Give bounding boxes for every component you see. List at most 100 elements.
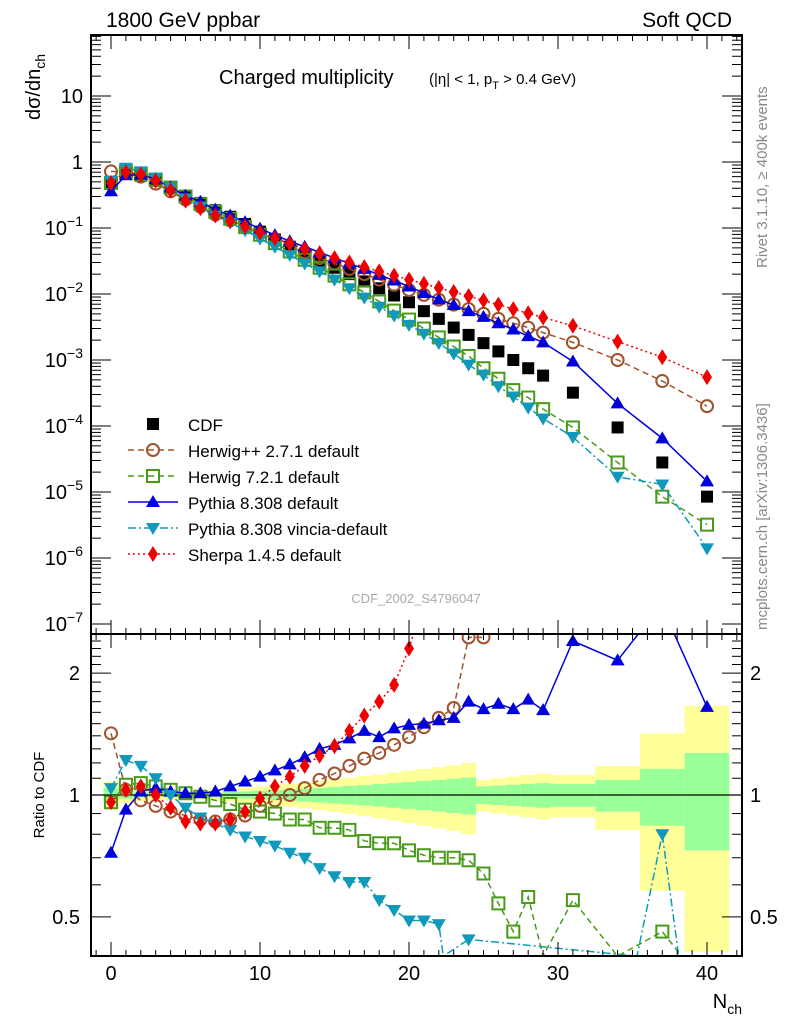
ratio-point (225, 811, 236, 828)
ratio-point (431, 850, 446, 865)
x-tick-label: 40 (696, 963, 718, 985)
data-point (567, 317, 578, 334)
data-point (165, 182, 176, 199)
ratio-point (402, 717, 416, 730)
ratio-point (476, 702, 491, 715)
ratio-point (491, 696, 506, 709)
data-point (433, 279, 444, 296)
data-point (536, 335, 551, 348)
ratio-point (416, 848, 431, 863)
ratio-point (104, 783, 118, 796)
ratio-point (416, 716, 431, 729)
data-point (448, 284, 459, 301)
data-point (507, 354, 520, 366)
data-point (297, 258, 312, 271)
data-point (431, 338, 446, 351)
data-point (416, 286, 431, 299)
ratio-point (506, 702, 521, 715)
band-inner (461, 777, 477, 815)
data-point (477, 337, 490, 350)
axes-group: 0 10 20 30 40 10 1 10−1 10−2 10−3 10−4 10−5 10−6 10−7… (45, 34, 778, 985)
ratio-point (267, 763, 282, 776)
ratio-point (269, 778, 280, 795)
legend-label: Pythia 8.308 vincia-default (188, 520, 388, 539)
ratio-point (104, 845, 118, 858)
data-point (462, 328, 475, 341)
data-point (700, 543, 714, 556)
ratio-point (342, 876, 357, 889)
data-point (314, 245, 325, 262)
ratio-point (461, 853, 476, 868)
ratio-point (104, 726, 118, 741)
data-point (404, 271, 414, 288)
ratio-point (208, 784, 223, 797)
ratio-point (282, 812, 297, 827)
legend-item: Sherpa 1.4.5 default (128, 546, 341, 565)
data-point (402, 319, 416, 332)
data-point (611, 421, 624, 434)
data-point (431, 292, 446, 305)
ratio-point (297, 812, 312, 827)
ratio-point (329, 738, 340, 755)
data-point (180, 192, 191, 209)
ratio-uncertainty-bands (91, 705, 742, 952)
data-point (491, 316, 506, 329)
ratio-point (431, 713, 446, 726)
ratio-line (110, 634, 415, 825)
ratio-point (238, 831, 253, 844)
data-point (106, 175, 116, 192)
data-point (359, 259, 370, 276)
ratio-point (299, 757, 310, 774)
ratio-point (314, 747, 325, 764)
legend-marker (146, 495, 160, 507)
ratio-point (402, 843, 416, 858)
data-point (612, 333, 623, 350)
y-tick-label: 1 (72, 152, 83, 174)
data-point (492, 345, 505, 358)
data-point (387, 310, 402, 323)
ratio-point (374, 693, 385, 710)
ratio-point (297, 750, 312, 763)
ratio-point (253, 835, 267, 848)
data-point (418, 275, 429, 292)
ratio-point (402, 730, 416, 745)
data-point (508, 301, 519, 318)
ratio-point (297, 781, 312, 796)
series-5 (106, 164, 712, 386)
data-point (374, 263, 385, 280)
data-point (655, 374, 670, 389)
legend-marker (146, 523, 160, 535)
data-point (461, 304, 476, 317)
data-point (476, 369, 491, 382)
ratio-point (178, 802, 193, 815)
ratio-y-tick-label-left: 0.5 (52, 907, 80, 929)
data-point (328, 261, 341, 274)
data-point (610, 471, 625, 484)
ratio-point (565, 893, 580, 908)
band-inner (595, 779, 640, 812)
ratio-y-tick-label-left: 2 (69, 663, 80, 685)
ratio-point (344, 722, 355, 739)
ratio-point (387, 737, 402, 752)
data-point (537, 369, 550, 382)
ratio-point (312, 820, 327, 835)
data-point (269, 230, 280, 247)
data-point (565, 335, 580, 350)
ratio-point (342, 822, 357, 837)
legend-label: CDF (188, 416, 223, 435)
ratio-point (700, 699, 714, 712)
ratio-point (255, 790, 265, 807)
ratio-point (178, 786, 193, 799)
ratio-point (120, 781, 131, 798)
data-point (566, 386, 579, 399)
data-point (521, 402, 536, 415)
data-point (240, 218, 251, 235)
data-point (522, 362, 535, 375)
series-line (110, 174, 708, 482)
legend-label: Pythia 8.308 default (188, 494, 339, 513)
ratio-point (431, 919, 446, 932)
ratio-point (402, 915, 416, 928)
data-point (506, 391, 521, 404)
ratio-line (110, 759, 680, 956)
data-point (135, 166, 146, 183)
